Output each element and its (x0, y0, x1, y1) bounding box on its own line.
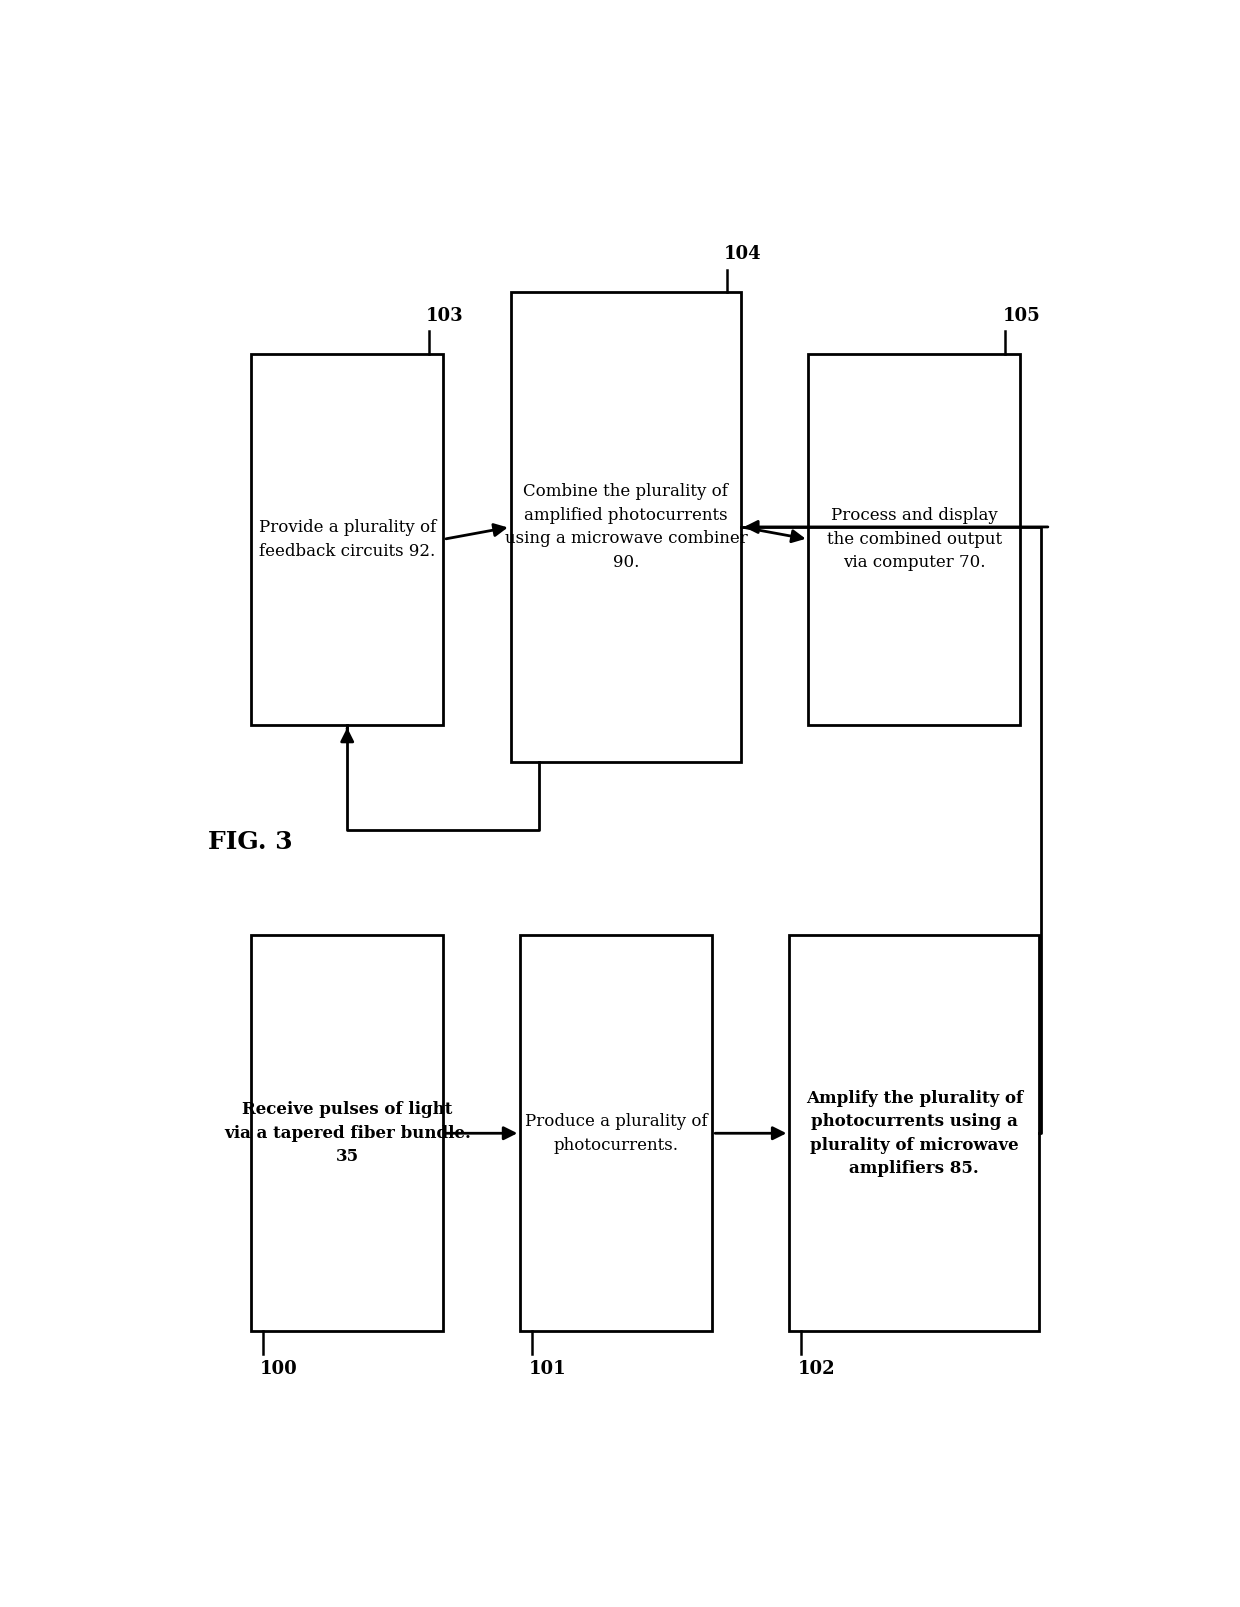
Text: Process and display
the combined output
via computer 70.: Process and display the combined output … (827, 508, 1002, 572)
Text: Amplify the plurality of
photocurrents using a
plurality of microwave
amplifiers: Amplify the plurality of photocurrents u… (806, 1090, 1023, 1176)
Text: FIG. 3: FIG. 3 (208, 831, 293, 855)
Bar (808, 354, 1019, 725)
Text: 105: 105 (1003, 307, 1040, 325)
Text: 101: 101 (528, 1360, 567, 1377)
Bar (789, 935, 1039, 1331)
Text: Receive pulses of light
via a tapered fiber bundle.
35: Receive pulses of light via a tapered fi… (223, 1101, 471, 1165)
Text: 102: 102 (797, 1360, 836, 1377)
Bar (250, 354, 444, 725)
Text: Produce a plurality of
photocurrents.: Produce a plurality of photocurrents. (525, 1114, 708, 1154)
Text: 103: 103 (427, 307, 464, 325)
Text: 100: 100 (259, 1360, 298, 1377)
Text: 104: 104 (724, 246, 761, 264)
Text: Combine the plurality of
amplified photocurrents
using a microwave combiner
90.: Combine the plurality of amplified photo… (505, 484, 748, 570)
Bar (250, 935, 444, 1331)
Bar (521, 935, 713, 1331)
Text: Provide a plurality of
feedback circuits 92.: Provide a plurality of feedback circuits… (259, 519, 435, 559)
Bar (511, 292, 742, 762)
